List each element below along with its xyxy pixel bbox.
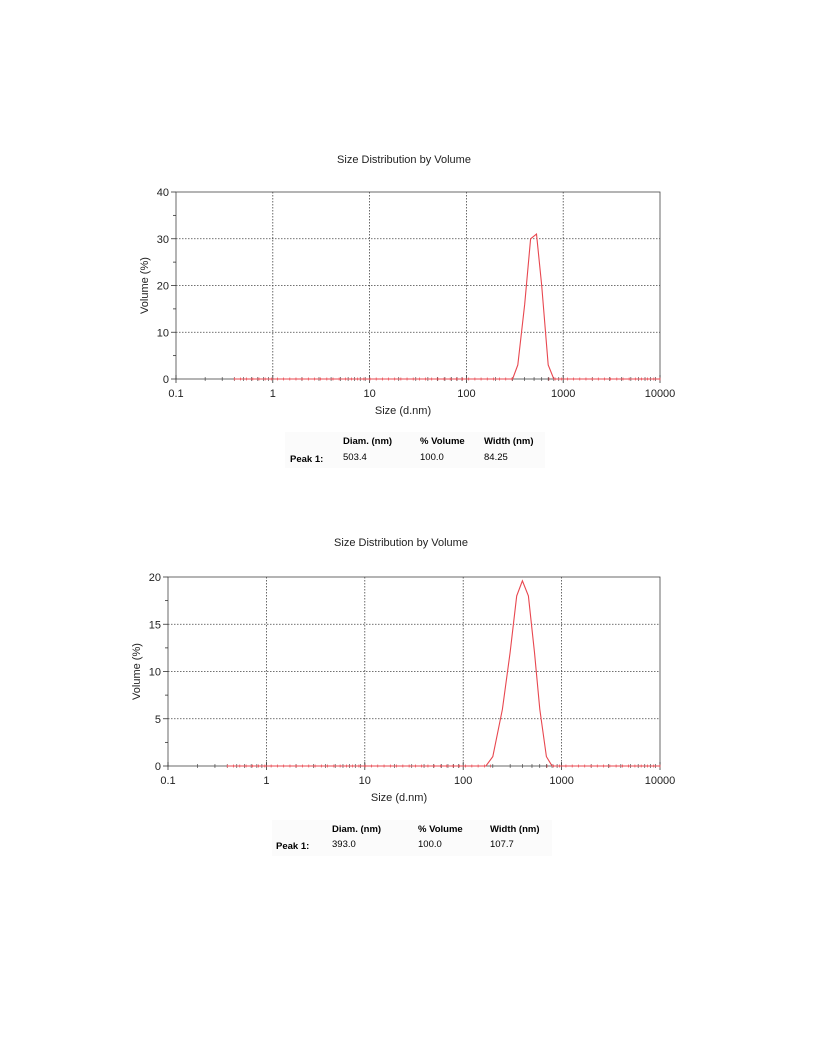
x-tick-label: 100 [454, 775, 472, 787]
y-tick-label: 5 [155, 714, 161, 726]
x-tick-label: 100 [457, 388, 475, 400]
chart-title: Size Distribution by Volume [337, 154, 471, 166]
y-axis-label: Volume (%) [139, 257, 151, 314]
x-tick-label: 10000 [645, 775, 676, 787]
x-tick-label: 10 [363, 388, 375, 400]
peak-volume-value: 100.0 [420, 452, 444, 463]
peak-diam-value: 393.0 [332, 839, 356, 850]
x-tick-label: 10 [359, 775, 371, 787]
x-axis-label: Size (d.nm) [371, 792, 427, 804]
series-line [234, 233, 660, 380]
chart-title: Size Distribution by Volume [334, 537, 468, 549]
diam-header: Diam. (nm) [332, 824, 382, 835]
x-tick-label: 10000 [645, 388, 676, 400]
size-distribution-chart-2: Size Distribution by Volume 0 5 10 15 20 0.1 1… [131, 537, 675, 804]
plot-area: 0 10 20 30 40 0.1 1 10 100 1000 10000 Size (d.nm) Vo… [139, 187, 675, 417]
diam-header: Diam. (nm) [343, 436, 393, 447]
peak-label: Peak 1: [290, 454, 324, 465]
y-tick-label: 0 [155, 761, 161, 773]
x-tick-label: 1000 [551, 388, 575, 400]
y-axis-label: Volume (%) [131, 643, 143, 700]
width-header: Width (nm) [490, 824, 540, 835]
series-line [227, 579, 660, 767]
y-tick-label: 30 [157, 234, 169, 246]
x-tick-label: 1000 [549, 775, 573, 787]
x-tick-label: 1 [263, 775, 269, 787]
x-axis-label: Size (d.nm) [375, 405, 431, 417]
peak-label: Peak 1: [276, 841, 310, 852]
size-distribution-chart-1: Size Distribution by Volume 0 10 20 30 40 0.1… [139, 154, 675, 417]
y-tick-label: 20 [149, 572, 161, 584]
y-tick-label: 0 [163, 374, 169, 386]
peak-table-2: Diam. (nm) % Volume Width (nm) Peak 1: 3… [272, 820, 552, 856]
y-tick-label: 10 [157, 327, 169, 339]
volume-header: % Volume [418, 824, 463, 835]
y-tick-label: 10 [149, 667, 161, 679]
volume-header: % Volume [420, 436, 465, 447]
y-tick-label: 20 [157, 281, 169, 293]
plot-area: 0 5 10 15 20 0.1 1 10 100 1000 10000 Size (d.nm) Vol… [131, 572, 675, 804]
x-tick-label: 1 [270, 388, 276, 400]
peak-volume-value: 100.0 [418, 839, 442, 850]
width-header: Width (nm) [484, 436, 534, 447]
x-tick-label: 0.1 [168, 388, 183, 400]
x-tick-label: 0.1 [160, 775, 175, 787]
peak-diam-value: 503.4 [343, 452, 367, 463]
y-tick-label: 40 [157, 187, 169, 199]
peak-table-1: Diam. (nm) % Volume Width (nm) Peak 1: 5… [285, 432, 545, 468]
y-tick-label: 15 [149, 619, 161, 631]
peak-width-value: 84.25 [484, 452, 508, 463]
peak-width-value: 107.7 [490, 839, 514, 850]
